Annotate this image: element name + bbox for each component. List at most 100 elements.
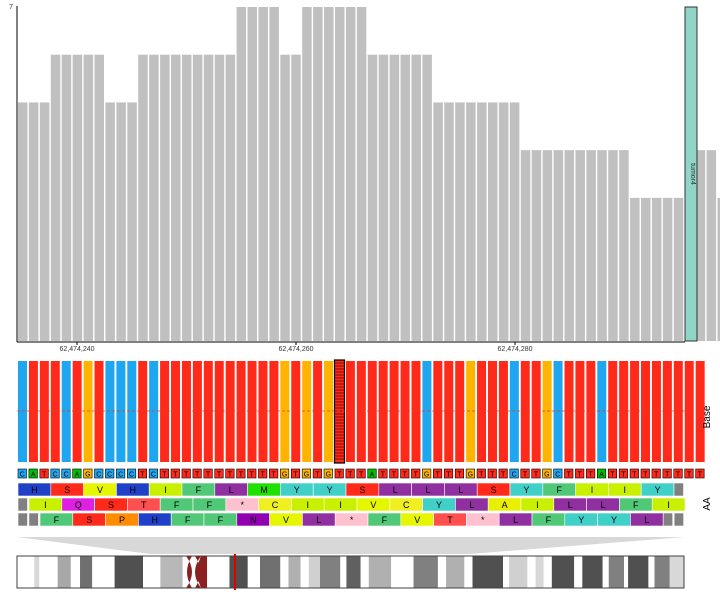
coverage-bar[interactable] bbox=[477, 102, 487, 342]
base-column[interactable] bbox=[608, 361, 618, 462]
base-column[interactable] bbox=[236, 361, 246, 462]
coverage-bar[interactable] bbox=[367, 54, 378, 342]
coverage-bar[interactable] bbox=[641, 197, 651, 341]
coverage-bar[interactable] bbox=[269, 7, 279, 341]
coverage-bar[interactable] bbox=[662, 197, 673, 341]
base-column[interactable] bbox=[203, 361, 213, 462]
coverage-bar[interactable] bbox=[105, 102, 115, 342]
base-column[interactable] bbox=[18, 361, 27, 462]
base-column[interactable] bbox=[389, 361, 399, 462]
base-column[interactable] bbox=[302, 361, 312, 462]
base-column[interactable] bbox=[619, 361, 629, 462]
coverage-bar[interactable] bbox=[291, 54, 301, 342]
coverage-bar[interactable] bbox=[28, 102, 39, 342]
base-column[interactable] bbox=[127, 361, 137, 462]
base-column[interactable] bbox=[149, 361, 159, 462]
base-column[interactable] bbox=[83, 361, 93, 462]
coverage-bar[interactable] bbox=[553, 150, 564, 341]
base-column[interactable] bbox=[181, 361, 191, 462]
coverage-bar[interactable] bbox=[411, 54, 421, 342]
base-column[interactable] bbox=[291, 361, 301, 462]
coverage-bar[interactable] bbox=[116, 102, 126, 342]
coverage-bar[interactable] bbox=[61, 54, 72, 342]
coverage-bar[interactable] bbox=[160, 54, 170, 342]
coverage-bar[interactable] bbox=[509, 102, 520, 342]
coverage-bar[interactable] bbox=[225, 54, 236, 342]
base-column[interactable] bbox=[50, 361, 60, 462]
coverage-bar[interactable] bbox=[444, 102, 454, 342]
coverage-bar[interactable] bbox=[39, 102, 50, 342]
coverage-bar[interactable] bbox=[345, 7, 356, 341]
coverage-bar[interactable] bbox=[455, 102, 465, 342]
base-column[interactable] bbox=[400, 361, 410, 462]
coverage-bar[interactable] bbox=[498, 102, 509, 342]
base-column[interactable] bbox=[641, 361, 651, 462]
coverage-bar[interactable] bbox=[597, 150, 607, 341]
coverage-bar[interactable] bbox=[171, 54, 181, 342]
base-column[interactable] bbox=[72, 361, 82, 462]
coverage-bar[interactable] bbox=[280, 54, 290, 342]
base-column[interactable] bbox=[542, 361, 552, 462]
coverage-bar[interactable] bbox=[258, 7, 268, 341]
coverage-bar[interactable] bbox=[542, 150, 553, 341]
coverage-bar[interactable] bbox=[433, 102, 443, 342]
base-column[interactable] bbox=[531, 361, 541, 462]
base-column[interactable] bbox=[367, 361, 377, 462]
base-column[interactable] bbox=[695, 361, 705, 462]
base-column[interactable] bbox=[247, 361, 257, 462]
base-column[interactable] bbox=[586, 361, 596, 462]
base-column[interactable] bbox=[105, 361, 115, 462]
amino-acid-track[interactable]: H S V H I F L M Y Y S L L L S Y F I I YI Q S T F F * C I I V C Y L A I L L F I… bbox=[17, 482, 686, 527]
base-column[interactable] bbox=[28, 361, 38, 462]
coverage-bar[interactable] bbox=[651, 197, 662, 341]
highlighted-base-column[interactable] bbox=[333, 359, 346, 464]
base-column[interactable] bbox=[422, 361, 432, 462]
coverage-bar[interactable] bbox=[149, 54, 159, 342]
chromosome-ideogram[interactable] bbox=[18, 556, 684, 588]
base-column[interactable] bbox=[356, 361, 366, 462]
coverage-bar[interactable] bbox=[356, 7, 367, 341]
base-column[interactable] bbox=[269, 361, 279, 462]
coverage-bar[interactable] bbox=[422, 54, 432, 342]
coverage-bar[interactable] bbox=[72, 54, 83, 342]
base-track[interactable] bbox=[18, 359, 705, 464]
coverage-bar[interactable] bbox=[575, 150, 585, 341]
coverage-bar[interactable] bbox=[378, 54, 389, 342]
base-column[interactable] bbox=[553, 361, 563, 462]
base-column[interactable] bbox=[487, 361, 497, 462]
base-column[interactable] bbox=[684, 361, 694, 462]
coverage-bar[interactable] bbox=[608, 150, 618, 341]
coverage-bar[interactable] bbox=[586, 150, 596, 341]
coverage-bar[interactable] bbox=[466, 102, 476, 342]
coverage-bar[interactable] bbox=[520, 150, 531, 341]
coverage-bar[interactable] bbox=[531, 150, 542, 341]
base-column[interactable] bbox=[509, 361, 519, 462]
coverage-bar[interactable] bbox=[181, 54, 192, 342]
base-column[interactable] bbox=[630, 361, 640, 462]
base-column[interactable] bbox=[258, 361, 268, 462]
coverage-bar[interactable] bbox=[717, 197, 720, 341]
coverage-bar[interactable] bbox=[203, 54, 214, 342]
coverage-bar[interactable] bbox=[564, 150, 575, 341]
base-column[interactable] bbox=[171, 361, 181, 462]
base-column[interactable] bbox=[477, 361, 487, 462]
coverage-bar[interactable] bbox=[214, 54, 225, 342]
coverage-track[interactable] bbox=[18, 7, 720, 342]
base-column[interactable] bbox=[345, 361, 355, 462]
base-column[interactable] bbox=[673, 361, 683, 462]
coverage-bar[interactable] bbox=[192, 54, 203, 342]
base-column[interactable] bbox=[192, 361, 202, 462]
base-column[interactable] bbox=[564, 361, 574, 462]
coverage-bar[interactable] bbox=[138, 54, 148, 342]
coverage-bar[interactable] bbox=[389, 54, 400, 342]
base-column[interactable] bbox=[498, 361, 508, 462]
base-column[interactable] bbox=[324, 361, 334, 462]
coverage-bar[interactable] bbox=[487, 102, 498, 342]
base-column[interactable] bbox=[160, 361, 170, 462]
coverage-bar[interactable] bbox=[324, 7, 334, 341]
base-column[interactable] bbox=[116, 361, 126, 462]
base-column[interactable] bbox=[39, 361, 49, 462]
coverage-bar[interactable] bbox=[302, 7, 312, 341]
coverage-bar[interactable] bbox=[313, 7, 323, 341]
base-column[interactable] bbox=[214, 361, 224, 462]
